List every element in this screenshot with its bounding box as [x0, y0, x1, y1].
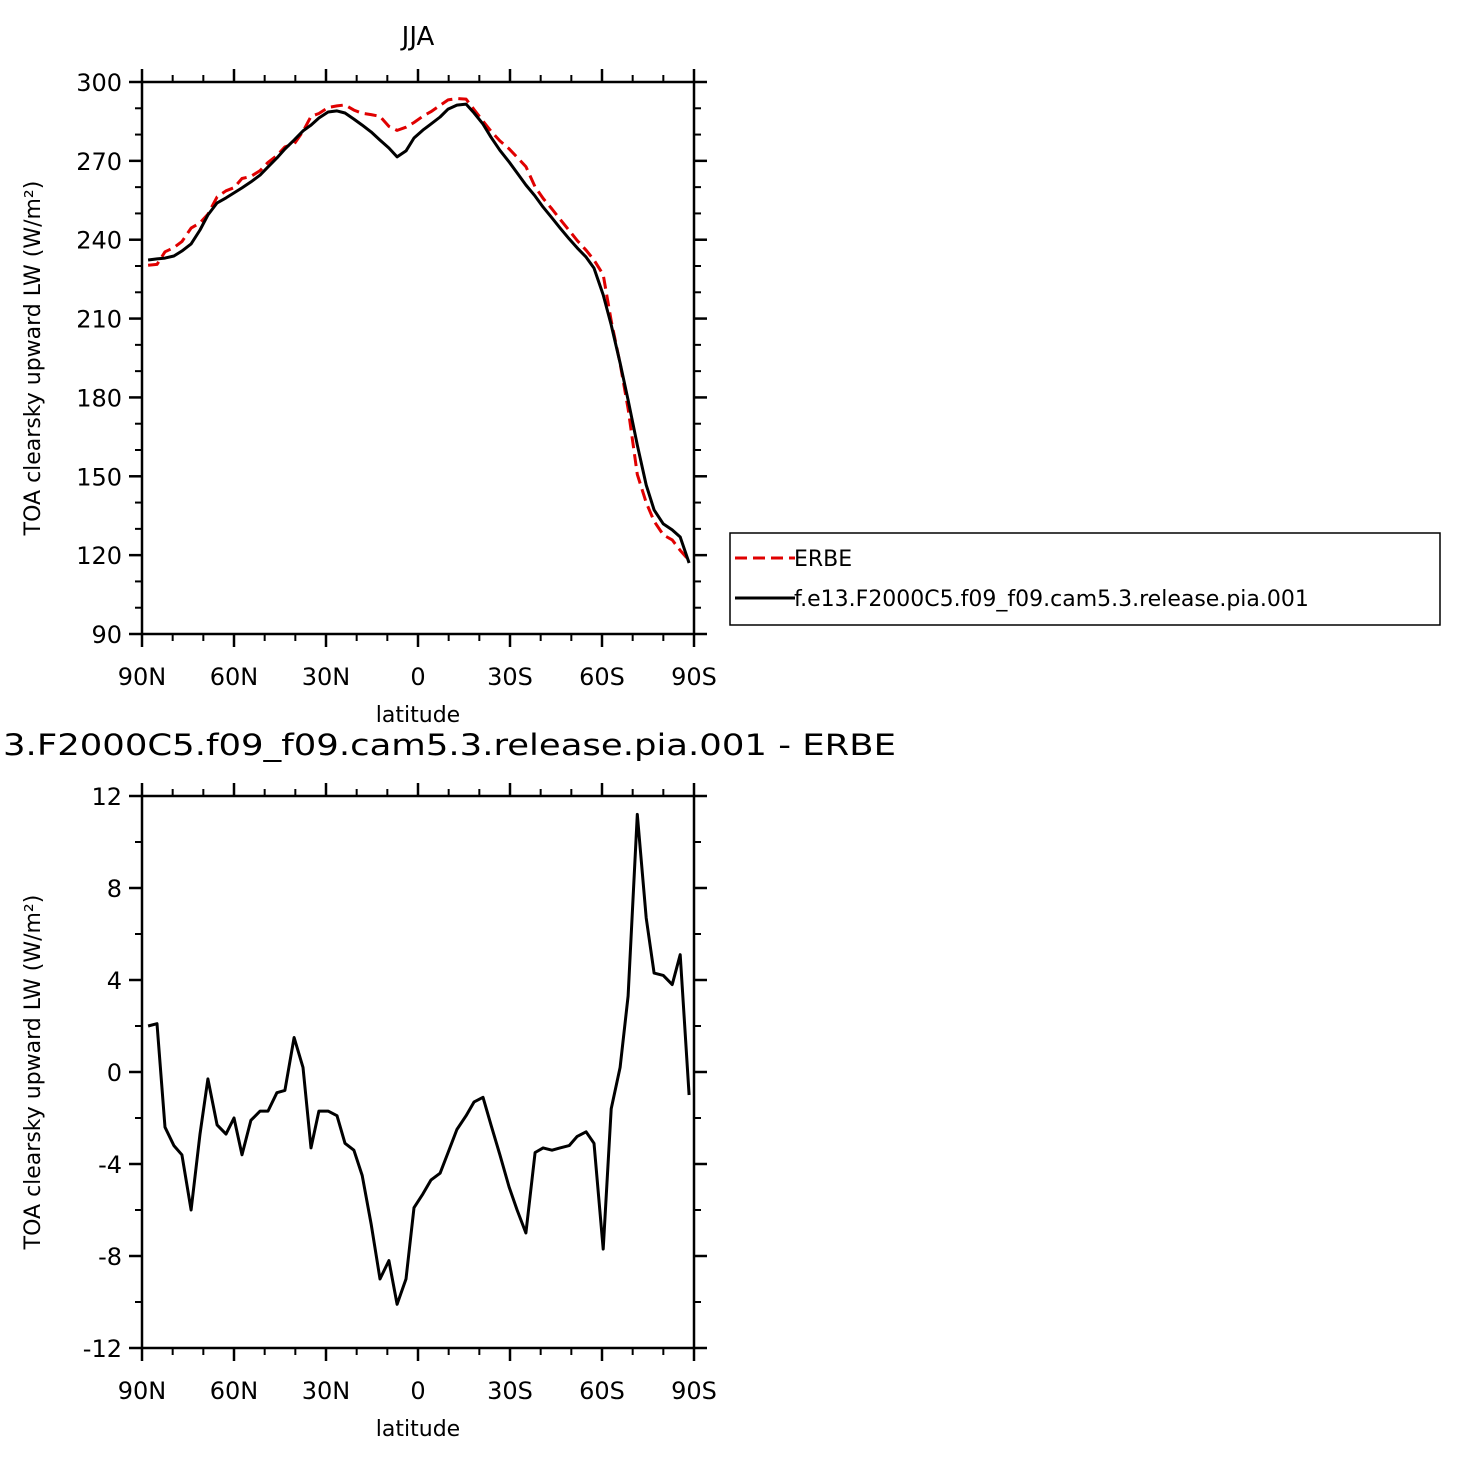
- chart-title: JJA: [400, 22, 435, 52]
- x-tick-label: 90N: [118, 1377, 167, 1405]
- y-axis-label: TOA clearsky upward LW (W/m²): [21, 895, 46, 1251]
- y-tick-label: 210: [76, 306, 122, 334]
- x-tick-label: 90S: [671, 663, 717, 691]
- plot-frame: [140, 794, 696, 1350]
- y-tick-label: 150: [76, 463, 122, 491]
- y-tick-label: 180: [76, 384, 122, 412]
- y-tick-label: -4: [98, 1151, 122, 1179]
- x-tick-label: 30N: [302, 1377, 351, 1405]
- x-axis-label: latitude: [376, 1417, 460, 1442]
- data-line: [147, 97, 691, 562]
- chart-title: 3.F2000C5.f09_f09.cam5.3.release.pia.001…: [3, 728, 896, 762]
- legend-label: ERBE: [794, 547, 852, 572]
- legend-label: f.e13.F2000C5.f09_f09.cam5.3.release.pia…: [794, 587, 1309, 612]
- y-tick-label: 90: [91, 621, 122, 649]
- data-line: [147, 102, 691, 564]
- y-tick-label: -8: [98, 1243, 122, 1271]
- x-tick-label: 30S: [487, 663, 533, 691]
- x-tick-label: 90S: [671, 1377, 717, 1405]
- y-tick-label: 0: [107, 1059, 122, 1087]
- plot-frame: [140, 80, 696, 636]
- y-tick-label: 300: [76, 69, 122, 97]
- y-tick-label: 240: [76, 227, 122, 255]
- data-line: [147, 812, 691, 1306]
- y-axis-label: TOA clearsky upward LW (W/m²): [21, 181, 46, 537]
- x-tick-label: 90N: [118, 663, 167, 691]
- x-tick-label: 30N: [302, 663, 351, 691]
- x-tick-label: 60N: [210, 663, 259, 691]
- y-tick-label: 270: [76, 148, 122, 176]
- x-tick-label: 60N: [210, 1377, 259, 1405]
- y-tick-label: 12: [91, 783, 122, 811]
- x-tick-label: 60S: [579, 1377, 625, 1405]
- legend-box: [729, 532, 1441, 626]
- x-tick-label: 0: [410, 663, 425, 691]
- x-tick-label: 60S: [579, 663, 625, 691]
- y-tick-label: -12: [83, 1335, 122, 1363]
- x-tick-label: 0: [410, 1377, 425, 1405]
- y-tick-label: 120: [76, 542, 122, 570]
- y-tick-label: 4: [107, 967, 122, 995]
- x-tick-label: 30S: [487, 1377, 533, 1405]
- y-tick-label: 8: [107, 875, 122, 903]
- x-axis-label: latitude: [376, 703, 460, 728]
